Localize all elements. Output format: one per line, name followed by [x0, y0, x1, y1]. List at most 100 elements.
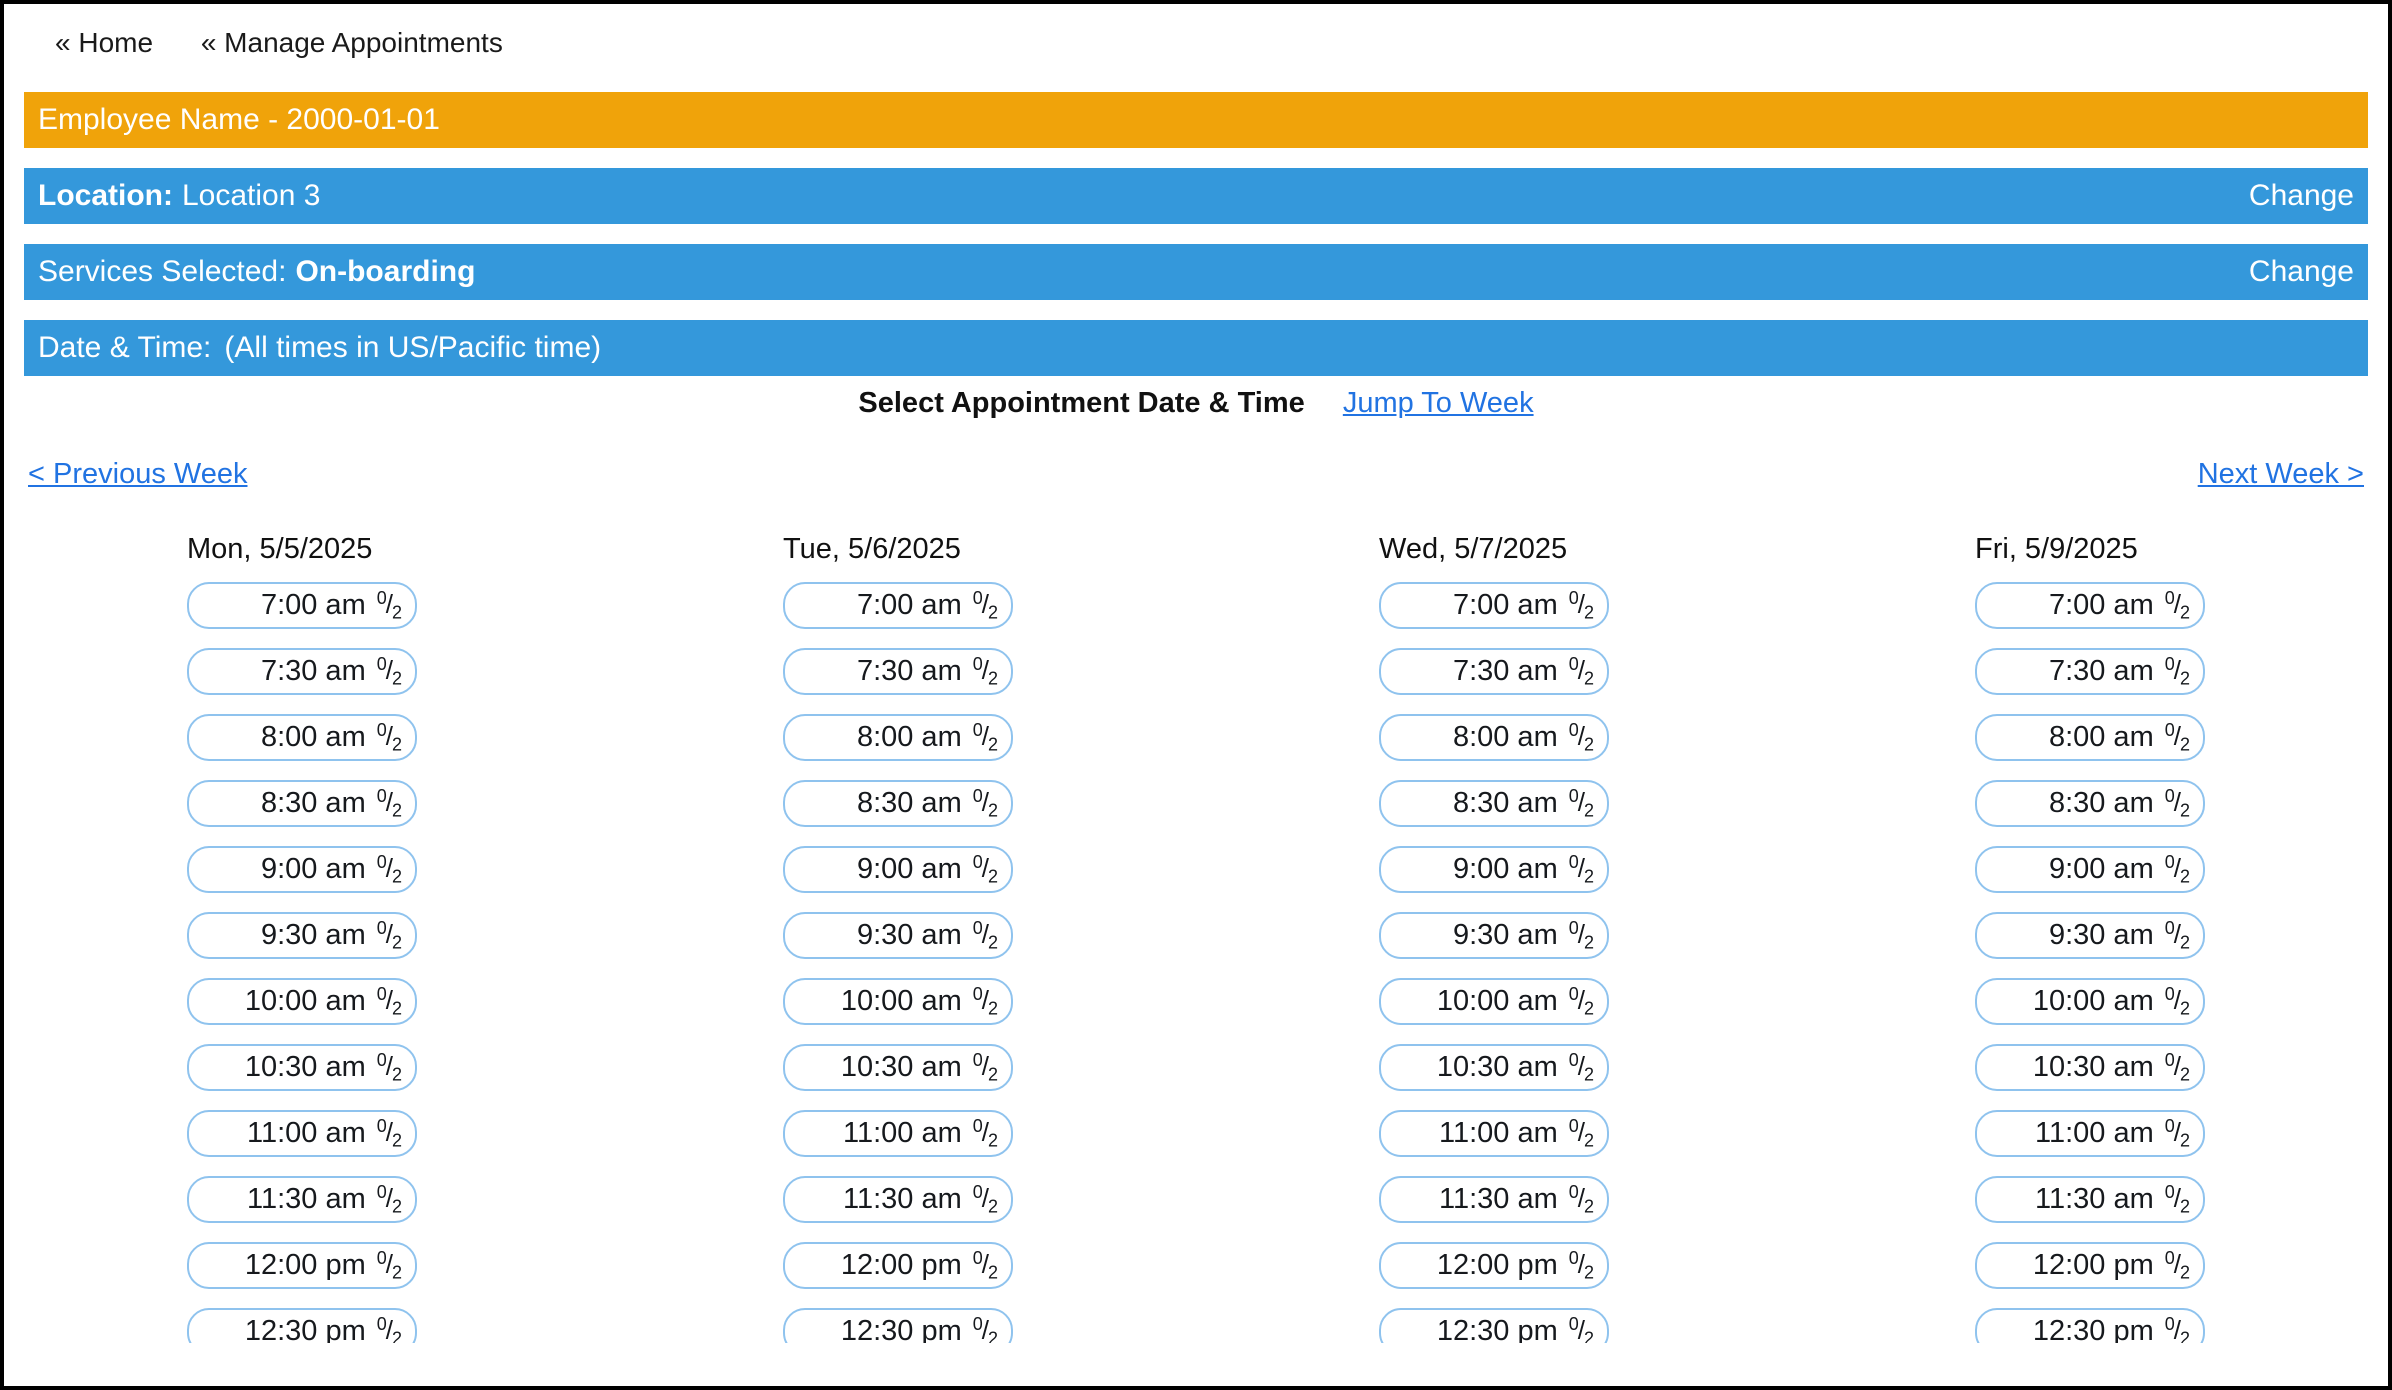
time-slot-button[interactable]: 7:00 am 0/2: [783, 582, 1013, 629]
slot-capacity-fraction: 0/2: [2164, 917, 2190, 953]
time-slot-button[interactable]: 7:30 am 0/2: [783, 648, 1013, 695]
day-header: Fri, 5/9/2025: [1975, 533, 2138, 565]
slot-capacity-fraction: 0/2: [376, 785, 402, 821]
slot-time-label: 10:30 am: [244, 1051, 366, 1083]
services-banner: Services Selected: On-boarding Change: [24, 244, 2368, 300]
slot-time-label: 12:30 pm: [244, 1315, 366, 1343]
previous-week-link[interactable]: < Previous Week: [28, 458, 248, 490]
slot-time-label: 8:00 am: [1452, 721, 1558, 753]
slot-capacity-fraction: 0/2: [2164, 1115, 2190, 1151]
time-slot-button[interactable]: 9:00 am 0/2: [1379, 846, 1609, 893]
slot-time-label: 9:00 am: [260, 853, 366, 885]
time-slot-button[interactable]: 11:00 am 0/2: [187, 1110, 417, 1157]
location-banner: Location: Location 3 Change: [24, 168, 2368, 224]
slot-time-label: 11:00 am: [842, 1117, 962, 1149]
slot-capacity-fraction: 0/2: [972, 851, 998, 887]
slot-capacity-fraction: 0/2: [376, 587, 402, 623]
time-slot-button[interactable]: 9:30 am 0/2: [1975, 912, 2205, 959]
time-slot-button[interactable]: 9:00 am 0/2: [1975, 846, 2205, 893]
slot-time-label: 10:00 am: [244, 985, 366, 1017]
time-slot-button[interactable]: 9:30 am 0/2: [187, 912, 417, 959]
slot-time-label: 9:00 am: [1452, 853, 1558, 885]
next-week-link[interactable]: Next Week >: [2197, 458, 2364, 490]
time-slot-button[interactable]: 12:30 pm 0/2: [1379, 1308, 1609, 1343]
jump-to-week-link[interactable]: Jump To Week: [1342, 387, 1534, 419]
time-slot-button[interactable]: 11:00 am 0/2: [1975, 1110, 2205, 1157]
time-slot-button[interactable]: 11:30 am 0/2: [1379, 1176, 1609, 1223]
slot-capacity-fraction: 0/2: [376, 1313, 402, 1343]
slot-capacity-fraction: 0/2: [2164, 1181, 2190, 1217]
breadcrumb-home-link[interactable]: « Home: [55, 27, 154, 58]
slot-capacity-fraction: 0/2: [1568, 851, 1594, 887]
time-slot-button[interactable]: 7:30 am 0/2: [187, 648, 417, 695]
time-slot-button[interactable]: 8:00 am 0/2: [1975, 714, 2205, 761]
day-columns: Mon, 5/5/2025 7:00 am 0/2 7:30 am 0/2 8:00 am…: [4, 532, 2388, 1343]
time-slot-button[interactable]: 10:30 am 0/2: [783, 1044, 1013, 1091]
slot-time-label: 12:00 pm: [2032, 1249, 2154, 1281]
time-slot-button[interactable]: 12:00 pm 0/2: [783, 1242, 1013, 1289]
slot-capacity-fraction: 0/2: [376, 1115, 402, 1151]
location-change-link[interactable]: Change: [2248, 179, 2354, 212]
slot-time-label: 8:00 am: [856, 721, 962, 753]
slot-capacity-fraction: 0/2: [376, 851, 402, 887]
time-slot-button[interactable]: 12:30 pm 0/2: [187, 1308, 417, 1343]
time-slot-button[interactable]: 8:30 am 0/2: [187, 780, 417, 827]
time-slot-button[interactable]: 8:00 am 0/2: [187, 714, 417, 761]
time-slot-button[interactable]: 11:30 am 0/2: [1975, 1176, 2205, 1223]
time-slot-button[interactable]: 10:00 am 0/2: [1379, 978, 1609, 1025]
time-slot-button[interactable]: 9:30 am 0/2: [783, 912, 1013, 959]
time-slot-button[interactable]: 9:30 am 0/2: [1379, 912, 1609, 959]
time-slot-button[interactable]: 10:30 am 0/2: [1975, 1044, 2205, 1091]
slot-time-label: 7:30 am: [260, 655, 366, 687]
time-slot-button[interactable]: 8:30 am 0/2: [1379, 780, 1609, 827]
time-slot-button[interactable]: 7:00 am 0/2: [1975, 582, 2205, 629]
slot-time-label: 8:30 am: [2048, 787, 2154, 819]
slot-capacity-fraction: 0/2: [1568, 653, 1594, 689]
time-slot-button[interactable]: 10:30 am 0/2: [187, 1044, 417, 1091]
time-slot-button[interactable]: 7:00 am 0/2: [187, 582, 417, 629]
time-slot-button[interactable]: 8:30 am 0/2: [1975, 780, 2205, 827]
services-change-link[interactable]: Change: [2248, 255, 2354, 288]
time-slot-button[interactable]: 7:30 am 0/2: [1975, 648, 2205, 695]
time-slot-button[interactable]: 10:30 am 0/2: [1379, 1044, 1609, 1091]
slot-time-label: 9:00 am: [856, 853, 962, 885]
time-slot-button[interactable]: 12:00 pm 0/2: [1379, 1242, 1609, 1289]
time-slot-button[interactable]: 10:00 am 0/2: [187, 978, 417, 1025]
datetime-timezone-note: (All times in US/Pacific time): [224, 331, 602, 364]
slot-capacity-fraction: 0/2: [2164, 983, 2190, 1019]
time-slot-button[interactable]: 9:00 am 0/2: [187, 846, 417, 893]
time-slot-button[interactable]: 7:00 am 0/2: [1379, 582, 1609, 629]
slot-time-label: 9:30 am: [2048, 919, 2154, 951]
slot-capacity-fraction: 0/2: [1568, 1115, 1594, 1151]
slot-capacity-fraction: 0/2: [1568, 785, 1594, 821]
slot-time-label: 8:30 am: [856, 787, 962, 819]
slot-time-label: 11:30 am: [1438, 1183, 1558, 1215]
time-slot-button[interactable]: 11:00 am 0/2: [783, 1110, 1013, 1157]
breadcrumb-manage-appointments-link[interactable]: « Manage Appointments: [200, 27, 503, 58]
time-slot-button[interactable]: 10:00 am 0/2: [1975, 978, 2205, 1025]
slot-time-label: 8:30 am: [1452, 787, 1558, 819]
time-slot-button[interactable]: 8:00 am 0/2: [1379, 714, 1609, 761]
slot-time-label: 10:00 am: [2032, 985, 2154, 1017]
slot-capacity-fraction: 0/2: [2164, 719, 2190, 755]
time-slot-button[interactable]: 11:30 am 0/2: [783, 1176, 1013, 1223]
time-slot-button[interactable]: 12:30 pm 0/2: [783, 1308, 1013, 1343]
time-slot-button[interactable]: 11:30 am 0/2: [187, 1176, 417, 1223]
slot-capacity-fraction: 0/2: [2164, 653, 2190, 689]
time-slot-button[interactable]: 8:30 am 0/2: [783, 780, 1013, 827]
time-slot-button[interactable]: 11:00 am 0/2: [1379, 1110, 1609, 1157]
slot-time-label: 11:00 am: [1438, 1117, 1558, 1149]
time-slot-button[interactable]: 10:00 am 0/2: [783, 978, 1013, 1025]
slot-time-label: 8:00 am: [2048, 721, 2154, 753]
slot-capacity-fraction: 0/2: [376, 653, 402, 689]
slot-time-label: 12:00 pm: [840, 1249, 962, 1281]
slot-capacity-fraction: 0/2: [2164, 785, 2190, 821]
time-slot-button[interactable]: 8:00 am 0/2: [783, 714, 1013, 761]
time-slot-button[interactable]: 12:00 pm 0/2: [187, 1242, 417, 1289]
slot-capacity-fraction: 0/2: [1568, 1181, 1594, 1217]
time-slot-button[interactable]: 12:00 pm 0/2: [1975, 1242, 2205, 1289]
time-slot-button[interactable]: 9:00 am 0/2: [783, 846, 1013, 893]
time-slot-button[interactable]: 12:30 pm 0/2: [1975, 1308, 2205, 1343]
time-slot-button[interactable]: 7:30 am 0/2: [1379, 648, 1609, 695]
